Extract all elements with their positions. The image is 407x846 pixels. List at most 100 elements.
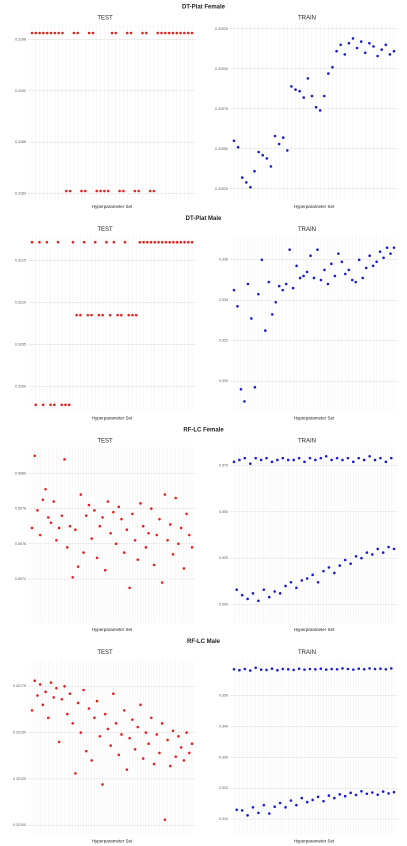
point [284, 584, 287, 588]
point [316, 248, 319, 251]
point [90, 313, 93, 317]
point [248, 462, 252, 465]
point [158, 517, 161, 521]
point [190, 546, 194, 549]
point [60, 697, 64, 701]
point [169, 523, 172, 526]
point [354, 280, 358, 284]
point [352, 460, 355, 464]
point [117, 505, 121, 509]
point [149, 240, 153, 244]
x-axis-label: Hyperparameter Set [294, 627, 335, 632]
point [41, 703, 45, 707]
point [388, 53, 392, 56]
point [34, 403, 38, 407]
point [79, 313, 82, 317]
point [163, 493, 167, 496]
point [270, 460, 274, 464]
point [63, 684, 66, 688]
point [36, 509, 39, 512]
point [257, 811, 260, 815]
point [349, 791, 352, 795]
y-tick-label: 0.32125 [13, 777, 26, 781]
point [245, 181, 248, 184]
point [392, 49, 396, 53]
point [34, 31, 38, 35]
point [251, 806, 255, 809]
point [376, 793, 380, 796]
point [172, 240, 175, 244]
point [238, 458, 241, 462]
point [360, 789, 363, 793]
point [60, 403, 64, 407]
point [55, 538, 58, 542]
point [82, 240, 86, 244]
y-tick-label: 0.330 [219, 755, 228, 759]
point [44, 487, 47, 491]
point [295, 803, 298, 807]
point [128, 736, 131, 740]
point [352, 668, 355, 671]
point [270, 313, 274, 316]
point [190, 31, 194, 35]
point [330, 667, 333, 671]
point [362, 668, 366, 671]
point [71, 240, 75, 244]
point [316, 580, 320, 584]
point [139, 502, 142, 505]
point [322, 94, 326, 98]
point [339, 43, 342, 47]
point [265, 668, 268, 672]
point [344, 272, 347, 276]
point [183, 240, 186, 244]
point [298, 276, 302, 280]
point [236, 145, 240, 149]
point [148, 189, 152, 193]
point [314, 668, 317, 671]
y-tick-label: 0.334 [219, 298, 228, 302]
point [385, 246, 389, 249]
point [68, 524, 72, 528]
point [286, 458, 290, 462]
point [179, 240, 183, 244]
point [308, 456, 312, 460]
point [131, 512, 134, 516]
point [286, 149, 289, 152]
point [297, 456, 301, 460]
point [160, 31, 163, 35]
point [49, 31, 53, 35]
point [310, 94, 314, 98]
y-tick-label: 0.3184 [15, 192, 26, 196]
point [65, 546, 69, 549]
point [36, 694, 39, 697]
panel-title: TRAIN [298, 227, 316, 233]
point [147, 742, 150, 746]
point [254, 456, 257, 460]
point [355, 46, 359, 50]
point [311, 573, 314, 577]
panel-title: TRAIN [298, 439, 316, 445]
point [267, 595, 271, 599]
y-tick-label: 0.3205 [15, 342, 26, 346]
point [269, 165, 273, 168]
point [112, 240, 116, 244]
point [276, 668, 279, 672]
y-tick-label: 0.32025 [215, 27, 228, 31]
point [152, 762, 156, 766]
point [75, 313, 78, 317]
point [106, 727, 110, 731]
point [343, 558, 347, 562]
point [106, 500, 110, 503]
point [38, 683, 42, 686]
point [373, 667, 377, 671]
point [278, 801, 282, 805]
point [260, 258, 264, 262]
point [30, 31, 34, 35]
point [338, 564, 342, 567]
point [33, 679, 37, 683]
point [49, 521, 53, 524]
point [376, 547, 380, 551]
point [257, 599, 260, 603]
point [101, 516, 104, 519]
